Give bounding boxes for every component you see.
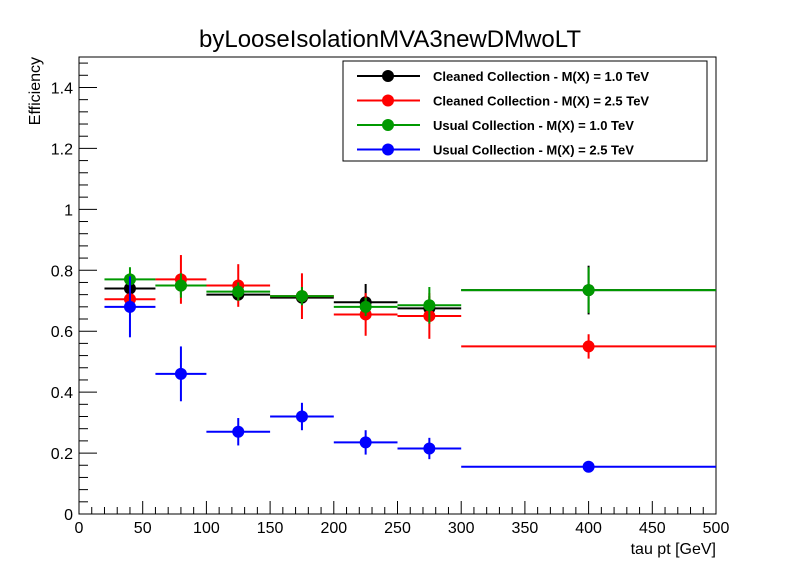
x-tick-label: 350	[512, 520, 539, 537]
y-tick-label: 0.8	[51, 263, 73, 280]
legend-label: Usual Collection - M(X) = 1.0 TeV	[433, 118, 634, 133]
data-point	[359, 300, 372, 313]
data-point	[582, 460, 595, 473]
x-tick-label: 300	[448, 520, 475, 537]
data-point	[423, 442, 436, 455]
legend-marker	[382, 143, 394, 156]
data-point	[232, 285, 245, 298]
x-tick-label: 250	[384, 520, 411, 537]
y-axis-label: Efficiency	[27, 57, 44, 125]
legend-item-3: Usual Collection - M(X) = 1.0 TeV	[357, 118, 634, 133]
x-tick-label: 100	[193, 520, 220, 537]
x-tick-label: 500	[703, 520, 730, 537]
legend: Cleaned Collection - M(X) = 1.0 TeV Clean…	[342, 60, 708, 162]
legend-label: Cleaned Collection - M(X) = 1.0 TeV	[433, 69, 649, 84]
x-tick-label: 200	[320, 520, 347, 537]
chart-title: byLooseIsolationMVA3newDMwoLT	[199, 26, 581, 53]
data-point	[174, 367, 187, 380]
series-4	[104, 276, 716, 473]
x-tick-label: 50	[134, 520, 152, 537]
legend-marker	[382, 119, 394, 131]
legend-label: Cleaned Collection - M(X) = 2.5 TeV	[433, 94, 649, 109]
x-tick-label: 0	[75, 520, 84, 537]
series-3	[104, 267, 716, 324]
y-tick-label: 0.6	[51, 324, 73, 341]
data-point	[423, 299, 436, 312]
data-point	[582, 284, 595, 297]
data-point	[582, 340, 595, 353]
legend-label: Usual Collection - M(X) = 2.5 TeV	[433, 143, 634, 158]
legend-item-1: Cleaned Collection - M(X) = 1.0 TeV	[357, 69, 649, 84]
y-tick-label: 0.4	[51, 385, 73, 402]
legend-marker	[382, 70, 394, 82]
x-tick-label: 150	[257, 520, 284, 537]
data-point	[295, 410, 308, 423]
legend-marker	[382, 94, 394, 107]
axis-ticks	[78, 62, 717, 515]
y-tick-label: 1	[64, 202, 73, 219]
y-tick-label: 1.2	[51, 141, 73, 158]
y-tick-label: 1.4	[51, 80, 73, 97]
y-tick-label: 0.2	[51, 446, 73, 463]
tick-labels: 0 50 100 150 200 250 300 350 400 450 500 0 0.2 0.4 0.6…	[51, 80, 730, 537]
data-points	[104, 255, 716, 473]
data-point	[232, 425, 245, 438]
x-axis-label: tau pt [GeV]	[631, 541, 716, 558]
x-tick-label: 450	[639, 520, 666, 537]
legend-item-4: Usual Collection - M(X) = 2.5 TeV	[357, 143, 634, 158]
x-tick-label: 400	[575, 520, 602, 537]
data-point	[359, 436, 372, 449]
data-point	[123, 300, 136, 313]
data-point	[295, 290, 308, 303]
y-tick-label: 0	[64, 507, 73, 524]
legend-item-2: Cleaned Collection - M(X) = 2.5 TeV	[357, 94, 649, 109]
data-point	[174, 279, 187, 292]
legend-box	[342, 60, 708, 162]
